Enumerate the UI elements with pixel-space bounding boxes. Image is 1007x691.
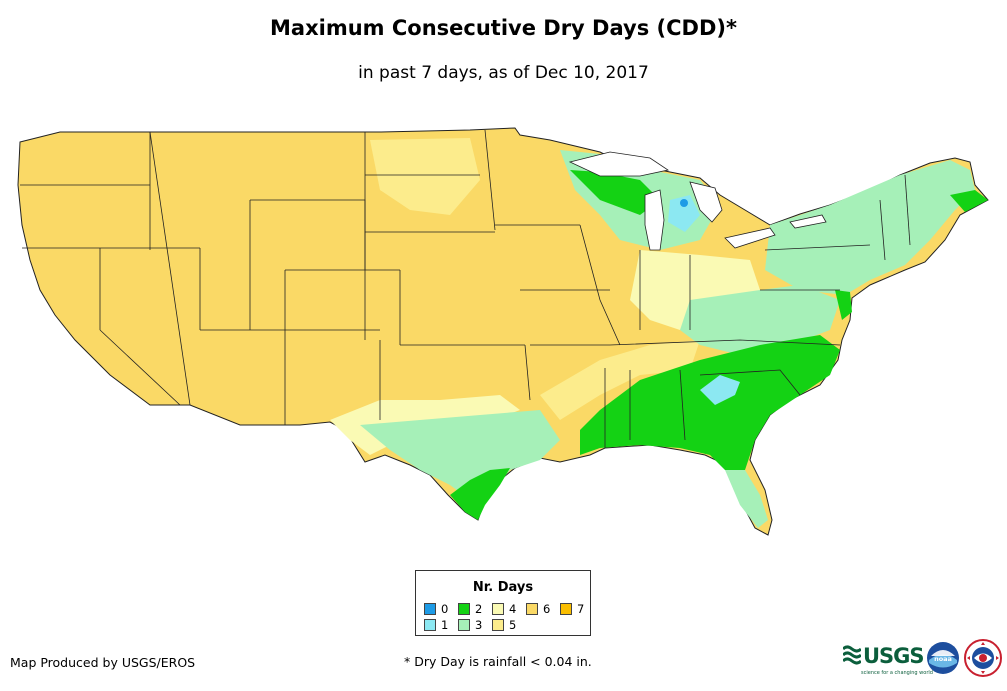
region-days-2-texas-coast (450, 468, 510, 520)
legend-swatch (458, 619, 470, 631)
region-days-1-michigan (668, 195, 700, 232)
legend-item-7: 7 (560, 602, 584, 616)
legend: Nr. Days 0 1 2 3 4 5 6 7 (415, 570, 591, 636)
region-days-2-southeast (580, 335, 840, 470)
footnote: * Dry Day is rainfall < 0.04 in. (404, 654, 592, 669)
state-boundaries (20, 129, 911, 448)
state-line (484, 129, 496, 231)
legend-item-2: 2 (458, 602, 482, 616)
usgs-tagline: science for a changing world (861, 670, 933, 676)
legend-item-3: 3 (458, 618, 482, 632)
usgs-logo: USGS (843, 643, 925, 669)
legend-item-1: 1 (424, 618, 448, 632)
legend-swatch (526, 603, 538, 615)
state-line (524, 344, 531, 401)
region-days-5-gulf (540, 340, 700, 420)
legend-swatch (424, 619, 436, 631)
legend-swatch (560, 603, 572, 615)
legend-item-6: 6 (526, 602, 550, 616)
state-line (99, 329, 181, 406)
region-days-3-florida (725, 470, 768, 528)
region-days-5-north (370, 138, 480, 215)
legend-label: 5 (509, 618, 517, 632)
map-subtitle: in past 7 days, as of Dec 10, 2017 (358, 63, 649, 83)
legend-swatch (424, 603, 436, 615)
state-line (609, 339, 841, 346)
state-line (679, 369, 686, 441)
usgs-wave-icon (843, 645, 861, 665)
region-days-2-mid-atlantic (835, 290, 852, 320)
noaa-text: noaa (934, 655, 952, 663)
lake-erie (724, 227, 776, 249)
state-line (579, 224, 621, 346)
noaa-logo-icon: noaa (927, 642, 959, 674)
region-days-3-northeast (765, 160, 975, 295)
state-line (764, 244, 871, 251)
region-days-3-appalachia (680, 285, 840, 355)
legend-item-5: 5 (492, 618, 516, 632)
nws-logo-icon (964, 639, 1002, 677)
legend-swatch (458, 603, 470, 615)
legend-title: Nr. Days (472, 580, 534, 595)
lake-ontario (789, 214, 827, 229)
region-days-1-carolinas (700, 375, 740, 405)
state-line (904, 174, 911, 246)
lake-superior (568, 151, 670, 177)
legend-label: 0 (441, 602, 449, 616)
state-line (149, 131, 191, 406)
map-credit: Map Produced by USGS/EROS (10, 655, 196, 670)
usgs-wordmark: USGS (863, 644, 925, 668)
legend-swatch (492, 619, 504, 631)
lake-huron (689, 181, 723, 223)
region-days-2-maine (950, 190, 988, 212)
region-days-3-texas (360, 410, 560, 500)
legend-label: 1 (441, 618, 449, 632)
region-days-2-michigan (570, 170, 660, 215)
state-line (699, 369, 801, 396)
lake-michigan (644, 189, 665, 251)
legend-label: 2 (475, 602, 483, 616)
legend-label: 7 (577, 602, 585, 616)
legend-label: 6 (543, 602, 551, 616)
legend-label: 3 (475, 618, 483, 632)
legend-swatch (492, 603, 504, 615)
legend-item-0: 0 (424, 602, 448, 616)
region-days-0-michigan (680, 199, 688, 207)
map-title: Maximum Consecutive Dry Days (CDD)* (270, 16, 737, 40)
state-line (879, 199, 886, 261)
legend-label: 4 (509, 602, 517, 616)
legend-item-4: 4 (492, 602, 516, 616)
